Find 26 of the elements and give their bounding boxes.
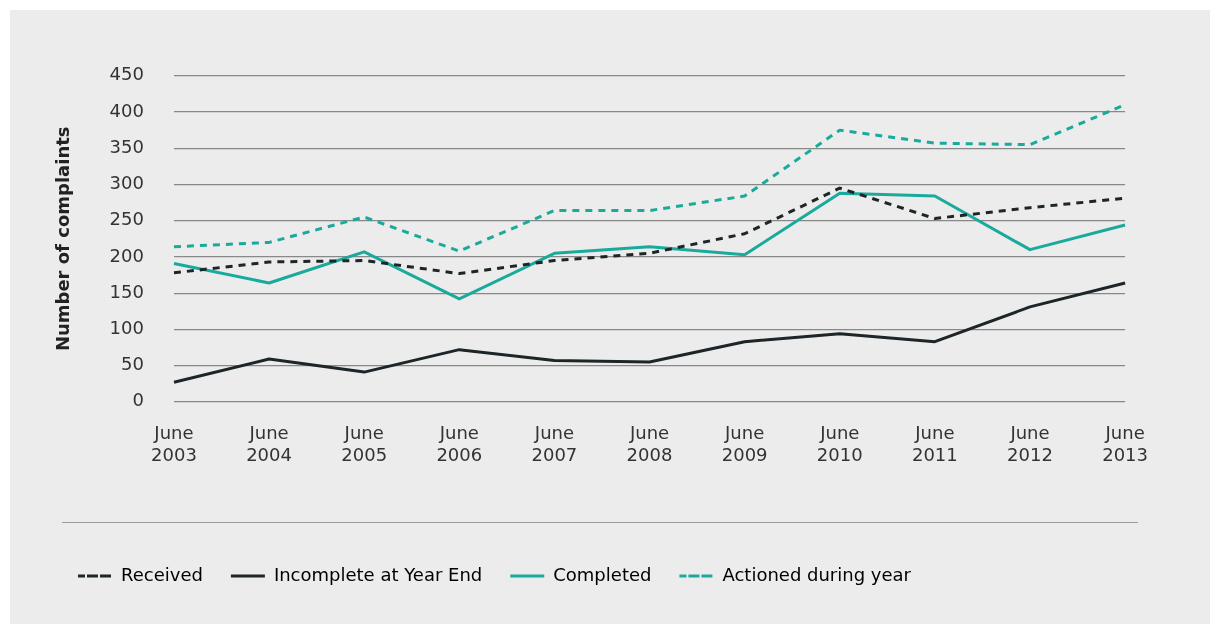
y-axis-title: Number of complaints — [52, 126, 74, 352]
y-tick-label: 150 — [109, 280, 144, 302]
y-tick-label: 0 — [132, 389, 144, 411]
x-tick-label: June 2010 — [816, 422, 863, 465]
x-tick-label: June 2007 — [531, 422, 578, 465]
x-tick-label: June 2011 — [911, 422, 958, 465]
x-tick-label: June 2009 — [721, 422, 768, 465]
x-tick-label: June 2008 — [626, 422, 673, 465]
legend-label: Received — [121, 563, 203, 585]
y-tick-label: 350 — [109, 135, 144, 157]
legend-label: Incomplete at Year End — [273, 563, 483, 585]
x-tick-label: June 2004 — [246, 422, 292, 465]
x-tick-label: June 2003 — [151, 422, 197, 465]
y-tick-label: 200 — [109, 244, 144, 266]
y-tick-label: 100 — [109, 317, 144, 339]
y-tick-label: 50 — [121, 353, 144, 375]
x-tick-label: June 2005 — [341, 422, 388, 465]
x-tick-label: June 2013 — [1102, 422, 1148, 465]
y-tick-label: 300 — [109, 172, 144, 194]
x-tick-label: June 2006 — [436, 422, 483, 465]
y-tick-label: 450 — [109, 63, 144, 85]
y-tick-label: 250 — [109, 208, 144, 230]
legend-label: Completed — [553, 563, 652, 585]
y-tick-label: 400 — [109, 99, 144, 121]
x-tick-label: June 2012 — [1007, 422, 1053, 465]
legend-label: Actioned during year — [722, 563, 912, 585]
